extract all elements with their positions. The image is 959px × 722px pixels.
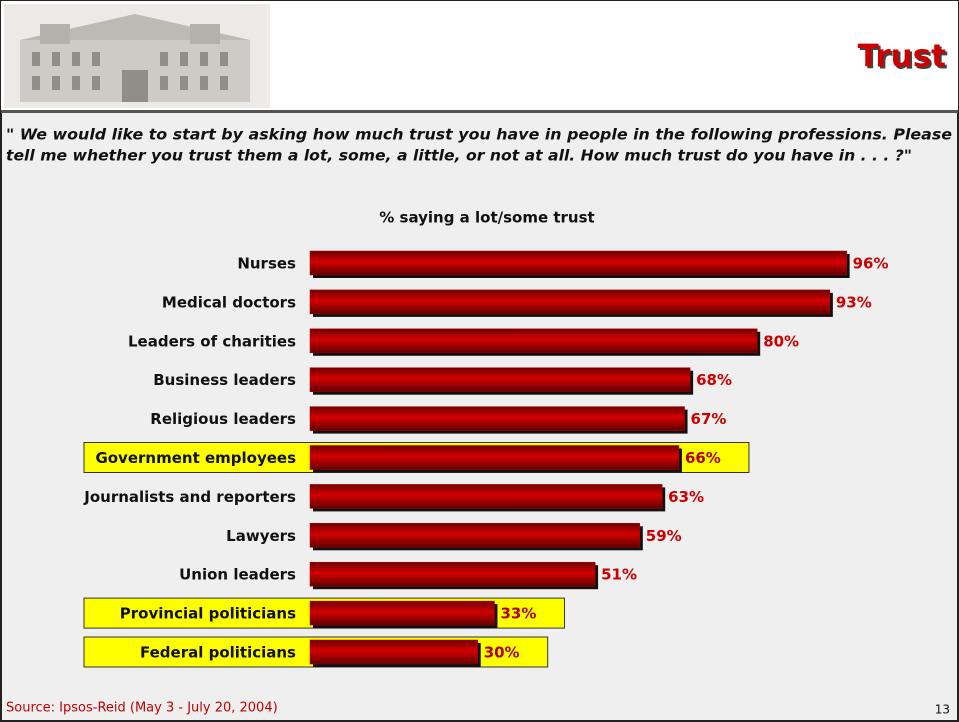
bar: [310, 251, 847, 275]
bar: [310, 290, 830, 314]
page-number: 13: [935, 703, 950, 717]
bar: [310, 407, 685, 431]
value-label: 67%: [691, 410, 727, 428]
category-label: Business leaders: [153, 371, 296, 389]
category-label: Provincial politicians: [120, 605, 296, 623]
bar: [310, 484, 662, 508]
value-label: 68%: [696, 371, 732, 389]
bar: [310, 523, 640, 547]
question-line: tell me whether you trust them a lot, so…: [6, 147, 912, 165]
bar: [310, 640, 478, 664]
category-label: Medical doctors: [162, 293, 296, 311]
slide-title: Trust: [858, 39, 947, 75]
category-label: Religious leaders: [150, 410, 296, 428]
category-label: Union leaders: [179, 566, 296, 584]
header-rule: [1, 110, 958, 113]
bar: [310, 368, 690, 392]
category-label: Leaders of charities: [128, 332, 296, 350]
value-label: 51%: [601, 566, 637, 584]
value-label: 93%: [836, 293, 872, 311]
category-label: Government employees: [95, 449, 296, 467]
value-label: 33%: [500, 605, 536, 623]
value-label: 30%: [484, 644, 520, 662]
value-label: 80%: [763, 332, 799, 350]
bar: [310, 562, 595, 586]
value-label: 66%: [685, 449, 721, 467]
bar: [310, 446, 679, 470]
value-label: 96%: [853, 255, 889, 273]
category-label: Journalists and reporters: [83, 488, 296, 506]
source: Source: Ipsos-Reid (May 3 - July 20, 200…: [6, 701, 278, 716]
bar: [310, 601, 494, 625]
category-label: Nurses: [237, 255, 296, 273]
category-label: Federal politicians: [140, 644, 296, 662]
chart-title: % saying a lot/some trust: [379, 209, 594, 227]
category-label: Lawyers: [226, 527, 296, 545]
value-label: 59%: [646, 527, 682, 545]
bar: [310, 329, 757, 353]
value-label: 63%: [668, 488, 704, 506]
building-image: [4, 4, 270, 108]
question-line: " We would like to start by asking how m…: [6, 126, 952, 144]
slide: Trust Trust " We would like to start by …: [0, 0, 959, 722]
